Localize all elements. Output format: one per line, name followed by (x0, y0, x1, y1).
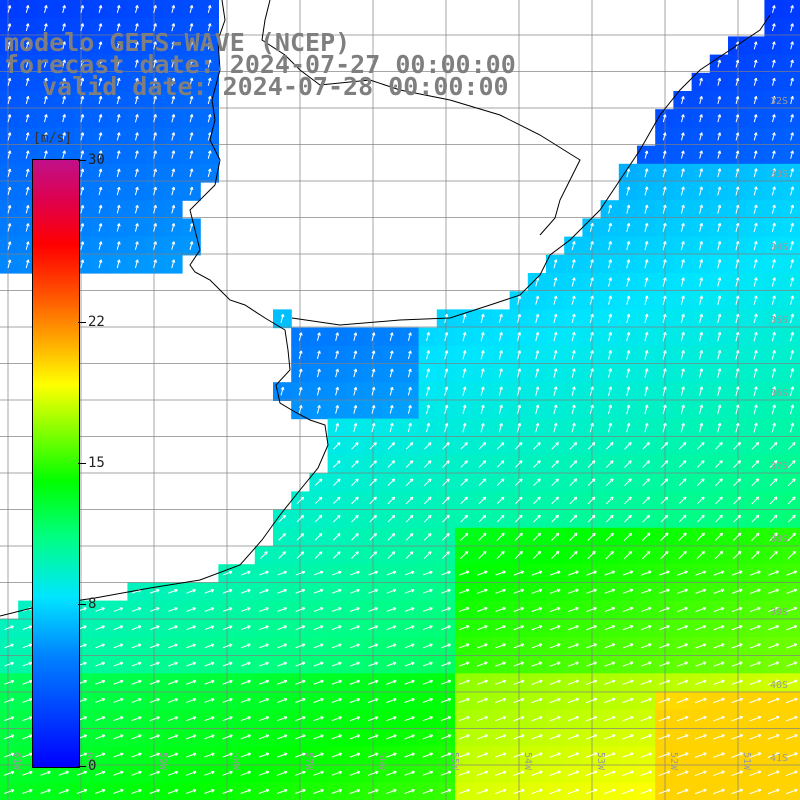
colorbar-unit: [m/s] (33, 131, 73, 146)
longitude-label: 53W (595, 752, 606, 771)
colorbar-tick (78, 160, 86, 161)
longitude-label: 55W (449, 752, 460, 771)
longitude-label: 59W (157, 752, 168, 771)
longitude-label: 54W (522, 752, 533, 771)
longitude-label: 56W (376, 752, 387, 771)
colorbar-tick (78, 766, 86, 767)
longitude-label: 58W (230, 752, 241, 771)
latitude-label: 34S (770, 242, 788, 253)
longitude-label: 61W (11, 752, 22, 771)
latitude-label: 37S (770, 461, 788, 472)
colorbar-tick (78, 604, 86, 606)
latitude-label: 33S (770, 169, 788, 180)
latitude-label: 32S (770, 96, 788, 107)
colorbar-tick-label: 30 (88, 152, 105, 168)
latitude-label: 39S (770, 607, 788, 618)
colorbar-tick-label: 0 (88, 758, 97, 774)
colorbar-tick-label: 15 (88, 455, 105, 471)
wind-cell (782, 782, 800, 800)
longitude-label: 52W (668, 752, 679, 771)
colorbar (32, 159, 80, 768)
latitude-label: 38S (770, 534, 788, 545)
longitude-label: 57W (303, 752, 314, 771)
colorbar-tick-label: 8 (88, 596, 97, 613)
colorbar-tick (78, 463, 86, 464)
colorbar-tick-label: 22 (88, 313, 105, 330)
valid-date: valid date: 2024-07-28 00:00:00 (42, 72, 509, 101)
colorbar-tick (78, 321, 86, 323)
longitude-label: 51W (741, 752, 752, 771)
latitude-label: 41S (770, 753, 788, 764)
latitude-label: 35S (770, 315, 788, 326)
latitude-label: 40S (770, 680, 788, 691)
latitude-label: 36S (770, 388, 788, 399)
